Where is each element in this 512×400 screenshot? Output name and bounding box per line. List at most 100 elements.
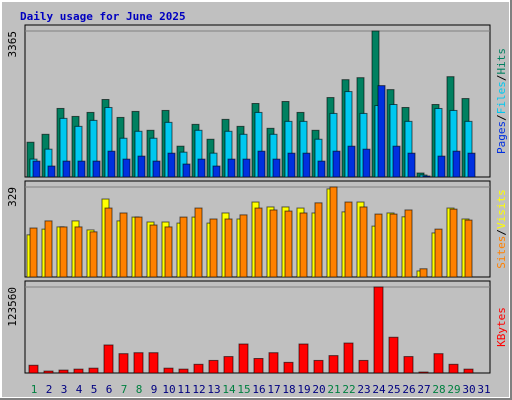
legend: KBytes [495, 307, 508, 347]
x-tick-label: 21 [327, 383, 340, 396]
bar [268, 352, 279, 374]
legend-entry: Hits [495, 48, 508, 75]
bar [257, 150, 266, 178]
bar [329, 186, 338, 278]
bar [404, 209, 413, 278]
bar [212, 165, 221, 178]
bar [448, 363, 459, 374]
legend-separator: / [495, 75, 508, 82]
bar [419, 268, 428, 278]
bar [73, 368, 84, 374]
bar [194, 207, 203, 278]
bar [298, 343, 309, 374]
x-tick-label: 25 [387, 383, 400, 396]
bar [122, 158, 131, 178]
bar [239, 214, 248, 278]
bar [58, 369, 69, 374]
x-tick-label: 19 [297, 383, 310, 396]
bar [193, 363, 204, 374]
y-tick-label: 3365 [6, 31, 19, 58]
bar [137, 155, 146, 178]
bar [107, 150, 116, 178]
bar [182, 163, 191, 178]
bar [253, 358, 264, 374]
bar [167, 152, 176, 178]
bar [224, 218, 233, 278]
bar [389, 213, 398, 278]
x-tick-label: 28 [432, 383, 445, 396]
bar [299, 212, 308, 278]
chart-title: Daily usage for June 2025 [20, 10, 186, 23]
bar [314, 202, 323, 278]
bar [92, 160, 101, 178]
bar [152, 160, 161, 178]
bar [164, 226, 173, 278]
bar [467, 152, 476, 178]
bar [77, 160, 86, 178]
bar [343, 342, 354, 374]
bar [287, 152, 296, 178]
y-tick-label: 329 [6, 187, 19, 207]
bar [284, 210, 293, 278]
x-tick-label: 29 [447, 383, 460, 396]
bar [104, 207, 113, 278]
bar [163, 367, 174, 374]
bar [283, 361, 294, 374]
legend-entry: Pages [495, 121, 508, 154]
bar [149, 224, 158, 278]
legend-entry: Sites [495, 236, 508, 269]
x-tick-label: 30 [462, 383, 475, 396]
bar [179, 216, 188, 278]
bar [437, 155, 446, 178]
bar [317, 160, 326, 178]
bar [227, 158, 236, 178]
x-tick-label: 7 [121, 383, 128, 396]
legend-separator: / [495, 114, 508, 121]
x-tick-label: 2 [46, 383, 53, 396]
bar [403, 356, 414, 374]
x-tick-label: 11 [177, 383, 190, 396]
bar [272, 158, 281, 178]
bar [374, 213, 383, 278]
bar [29, 227, 38, 278]
bar [242, 158, 251, 178]
bar [269, 209, 278, 278]
x-tick-label: 22 [342, 383, 355, 396]
bar [223, 356, 234, 374]
legend-entry: KBytes [495, 307, 508, 347]
bar [463, 368, 474, 374]
bar [74, 226, 83, 278]
bar [313, 359, 324, 374]
x-tick-label: 1 [31, 383, 38, 396]
bar [134, 216, 143, 278]
x-tick-label: 13 [207, 383, 220, 396]
bar [44, 220, 53, 278]
bar [28, 364, 39, 374]
bar [302, 152, 311, 178]
x-tick-label: 18 [282, 383, 295, 396]
bar [148, 352, 159, 374]
x-tick-label: 8 [136, 383, 143, 396]
bar [133, 352, 144, 374]
bar [434, 228, 443, 278]
x-tick-label: 17 [267, 383, 280, 396]
legend: Pages/Files/Hits [495, 48, 508, 154]
x-tick-label: 15 [237, 383, 250, 396]
bar [377, 85, 386, 178]
bar [418, 371, 429, 374]
x-tick-label: 10 [162, 383, 175, 396]
x-tick-label: 26 [402, 383, 415, 396]
x-tick-label: 5 [91, 383, 98, 396]
bar [407, 152, 416, 178]
bar [344, 201, 353, 278]
bar [359, 206, 368, 278]
bar [47, 165, 56, 178]
bar [464, 219, 473, 278]
x-tick-label: 20 [312, 383, 325, 396]
bar [392, 145, 401, 178]
y-tick-label: 123560 [6, 287, 19, 327]
bar [43, 370, 54, 374]
legend-entry: Files [495, 81, 508, 114]
